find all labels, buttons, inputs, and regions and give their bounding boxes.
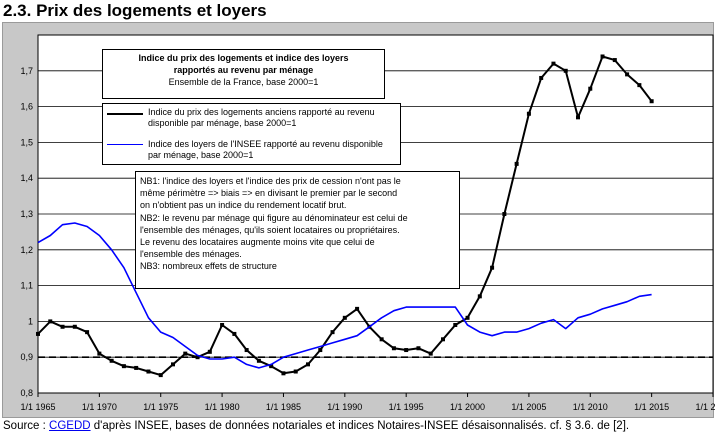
price-index-point	[281, 371, 286, 376]
chart-title-line1: Indice du prix des logements et indice d…	[138, 53, 349, 63]
section-title: 2.3. Prix des logements et loyers	[3, 1, 267, 20]
price-index-point	[465, 315, 470, 320]
note-line: Le revenu des locataires augmente moins …	[140, 237, 375, 248]
source-line: Source : CGEDD d'après INSEE, bases de d…	[3, 420, 629, 432]
chart-title-box: Indice du prix des logements et indice d…	[102, 49, 385, 99]
price-index-point	[379, 337, 384, 342]
note-line: l'ensemble des ménages.	[140, 249, 242, 260]
price-index-point	[171, 362, 175, 367]
x-tick-label: 1/1 1980	[205, 402, 240, 412]
x-tick-label: 1/1 1985	[266, 402, 301, 412]
x-tick-label: 1/1 2020	[695, 402, 715, 412]
price-index-point	[244, 348, 249, 353]
price-index-point	[293, 369, 298, 374]
price-index-point	[36, 331, 40, 336]
note-line: NB2: le revenu par ménage qui figure au …	[140, 212, 408, 223]
price-index-point	[158, 373, 163, 378]
x-tick-label: 1/1 1970	[82, 402, 117, 412]
note-line: NB1: l'indice des loyers et l'indice des…	[140, 176, 401, 186]
legend-label-price: Indice du prix des logements anciens rap…	[148, 107, 375, 128]
price-index-point	[477, 294, 482, 299]
source-text: d'après INSEE, bases de données notarial…	[93, 420, 630, 432]
price-index-point	[526, 111, 531, 116]
legend: Indice du prix des logements anciens rap…	[102, 103, 401, 165]
x-tick-label: 1/1 2010	[573, 402, 608, 412]
price-index-point	[60, 324, 65, 329]
y-tick-label: 1,4	[20, 173, 33, 183]
price-index-point	[134, 365, 139, 370]
legend-label-rent: Indice des loyers de l'INSEE rapporté au…	[148, 139, 383, 160]
y-tick-label: 1,3	[20, 209, 33, 219]
price-index-point	[416, 346, 421, 351]
x-tick-label: 1/1 2015	[634, 402, 669, 412]
x-tick-label: 1/1 1965	[20, 402, 55, 412]
y-tick-label: 1,6	[20, 102, 33, 112]
price-index-point	[97, 351, 102, 356]
source-label: Source :	[3, 420, 46, 432]
x-tick-label: 1/1 2005	[511, 402, 546, 412]
price-index-point	[612, 58, 617, 63]
legend-swatch-price	[107, 113, 143, 115]
price-index-point	[514, 161, 519, 166]
price-index-point	[146, 369, 151, 374]
x-tick-label: 1/1 1975	[143, 402, 178, 412]
price-index-point	[342, 315, 347, 320]
price-index-point	[109, 358, 114, 363]
price-index-point	[391, 346, 396, 351]
price-index-point	[72, 324, 77, 329]
note-line: même périmètre => biais => en divisant l…	[140, 188, 398, 199]
price-index-point	[441, 337, 445, 342]
price-index-point	[649, 99, 654, 104]
price-index-point	[551, 61, 556, 66]
rent-index-line	[37, 222, 652, 369]
price-index-point	[207, 349, 212, 354]
price-index-point	[490, 265, 495, 270]
price-index-point	[502, 212, 507, 216]
price-index-point	[355, 306, 360, 311]
price-index-point	[625, 72, 630, 77]
price-index-point	[563, 68, 568, 73]
price-index-point	[256, 358, 261, 363]
price-index-point	[588, 86, 593, 91]
price-index-point	[48, 319, 53, 324]
price-index-point	[85, 330, 90, 335]
price-index-point	[121, 364, 126, 369]
y-tick-label: 1,1	[20, 281, 33, 291]
note-line: l'ensemble des ménages, qu'ils soient lo…	[140, 224, 400, 235]
chart-title-line2: rapportés au revenu par ménage	[173, 65, 314, 75]
y-tick-label: 0,9	[20, 352, 33, 362]
price-index-point	[306, 362, 310, 367]
price-index-point	[453, 322, 458, 327]
price-index-point	[576, 115, 580, 120]
price-index-point	[600, 54, 605, 59]
source-link[interactable]: CGEDD	[49, 420, 91, 432]
price-index-point	[183, 351, 188, 356]
note-line: on n'obtient pas un indice du rendement …	[140, 200, 347, 211]
note-box: NB1: l'indice des loyers et l'indice des…	[135, 171, 460, 289]
x-tick-label: 1/1 2000	[450, 402, 485, 412]
price-index-point	[637, 83, 642, 88]
chart-panel: 0,8 0,9 1 1,1 1,2 1,3 1,4 1,5 1,6 1,7 1/1 1965 1/1 …	[2, 22, 715, 418]
price-index-point	[428, 351, 433, 356]
price-index-point	[318, 348, 323, 353]
y-tick-label: 1,5	[20, 137, 33, 147]
chart-subtitle: Ensemble de la France, base 2000=1	[168, 77, 319, 87]
price-index-point	[195, 355, 200, 360]
price-index-point	[269, 364, 274, 369]
x-tick-label: 1/1 1995	[389, 402, 424, 412]
price-index-point	[330, 330, 335, 335]
y-tick-label: 1,2	[20, 245, 33, 255]
price-index-point	[404, 348, 409, 353]
y-tick-label: 1,7	[20, 66, 33, 76]
price-index-point	[220, 322, 225, 327]
price-index-point	[539, 75, 544, 80]
note-line: NB3: nombreux effets de structure	[140, 261, 277, 272]
legend-swatch-rent	[107, 144, 143, 145]
y-tick-label: 1	[28, 316, 33, 326]
y-tick-label: 0,8	[20, 388, 33, 398]
x-tick-label: 1/1 1990	[327, 402, 362, 412]
price-index-point	[232, 331, 237, 336]
